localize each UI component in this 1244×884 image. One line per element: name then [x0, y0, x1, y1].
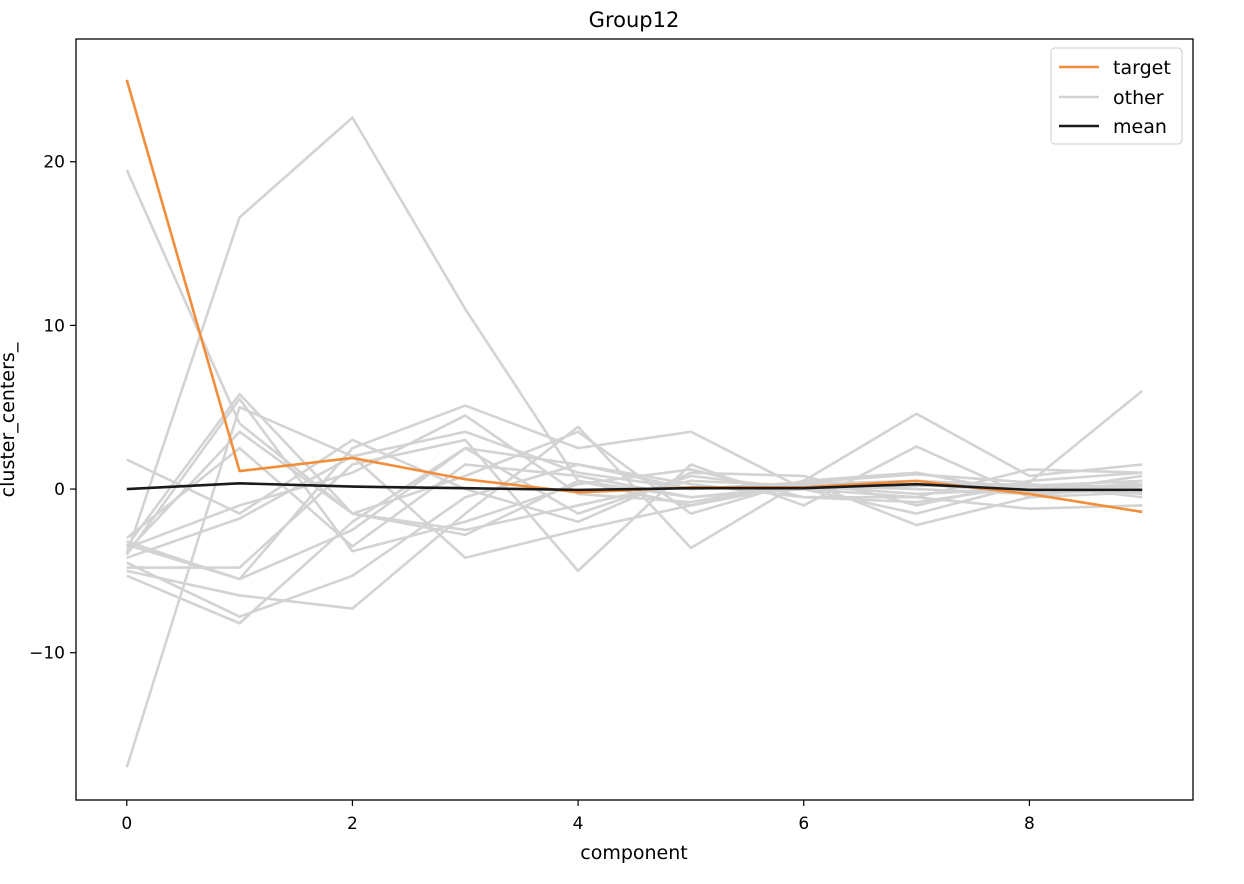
y-tick-label: 10: [43, 316, 65, 336]
series-line-other-8: [126, 446, 1143, 625]
y-tick-label: 0: [54, 480, 65, 500]
y-tick-label: −10: [29, 644, 65, 664]
x-tick-label: 0: [121, 814, 132, 834]
series-line-other-11: [125, 446, 1143, 548]
plot-area: [125, 79, 1144, 768]
legend-label-target: target: [1113, 57, 1171, 79]
x-tick-label: 8: [1024, 814, 1035, 834]
x-axis-label: component: [580, 842, 688, 864]
series-line-target-16: [125, 79, 1143, 514]
y-axis: −10 0 10 20: [29, 153, 76, 664]
series-line-mean-17: [126, 482, 1143, 492]
series-line-other-12: [126, 463, 1143, 619]
x-axis: 0 2 4 6 8: [121, 800, 1035, 834]
y-axis-label: cluster_centers_: [0, 342, 19, 497]
x-tick-label: 4: [573, 814, 584, 834]
chart-title: Group12: [589, 8, 680, 32]
legend-label-other: other: [1113, 87, 1164, 109]
series-line-other-10: [126, 455, 1143, 560]
y-tick-label: 20: [43, 153, 65, 173]
legend: target other mean: [1050, 47, 1183, 145]
axes-frame: [75, 38, 1194, 801]
series-line-other-15: [126, 389, 1144, 581]
x-tick-label: 2: [347, 814, 358, 834]
legend-frame: [1050, 47, 1183, 145]
legend-label-mean: mean: [1113, 116, 1167, 138]
x-tick-label: 6: [798, 814, 809, 834]
series-line-other-4: [125, 392, 1143, 548]
